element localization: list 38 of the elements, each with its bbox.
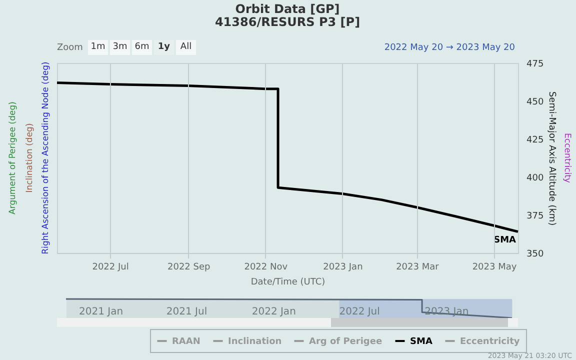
legend-label: Eccentricity (460, 337, 520, 347)
x-tick-label: 2021 Jul (166, 306, 208, 318)
text: 2022 May 20 → 2023 May 20 (384, 42, 515, 55)
range-button: 1m (88, 40, 108, 55)
text: Zoom (57, 42, 83, 55)
y-axis-title: Semi-Major Axis Altitude (km) (546, 91, 557, 226)
legend-label: SMA (410, 337, 432, 347)
y-tick-label: 375 (526, 212, 544, 222)
range-button: 6m (132, 40, 152, 55)
chart-title: Orbit Data [GP] (235, 2, 340, 16)
x-tick-label: 2022 Sep (167, 262, 210, 272)
text: Argument of Perigee (deg) (8, 102, 18, 214)
range-button: 1y (154, 40, 174, 55)
line-series (56, 82, 520, 233)
text: Inclination (deg) (25, 123, 35, 193)
chart-subtitle: 41386/RESURS P3 [P] (214, 15, 360, 29)
text: Right Ascension of the Ascending Node (deg) (41, 62, 51, 254)
y-tick-label: 425 (526, 136, 544, 146)
x-tick-label: 2023 May (472, 262, 518, 272)
range-button: 3m (110, 40, 130, 55)
legend-label: Inclination (228, 337, 282, 347)
text: Eccentricity (562, 133, 572, 183)
x-tick-label: 2022 Jul (339, 306, 380, 318)
x-tick-label: 2022 Nov (244, 262, 288, 272)
legend-label: Arg of Perigee (309, 337, 382, 347)
x-tick-label: 2021 Jan (79, 306, 124, 318)
range-button: All (176, 40, 196, 55)
y-tick-label: 350 (526, 250, 544, 260)
x-axis-title: Date/Time (UTC) (250, 278, 326, 288)
y-tick-label: 475 (526, 60, 544, 70)
x-tick-label: 2023 Mar (396, 262, 440, 272)
y-tick-label: 400 (526, 174, 544, 184)
y-tick-label: 450 (526, 98, 544, 108)
legend-label: RAAN (172, 337, 200, 347)
text: SMA (494, 236, 516, 246)
x-tick-label: 2023 Jan (323, 262, 363, 272)
x-tick-label: 2022 Jul (92, 262, 129, 272)
x-tick-label: 2022 Jan (252, 306, 296, 318)
